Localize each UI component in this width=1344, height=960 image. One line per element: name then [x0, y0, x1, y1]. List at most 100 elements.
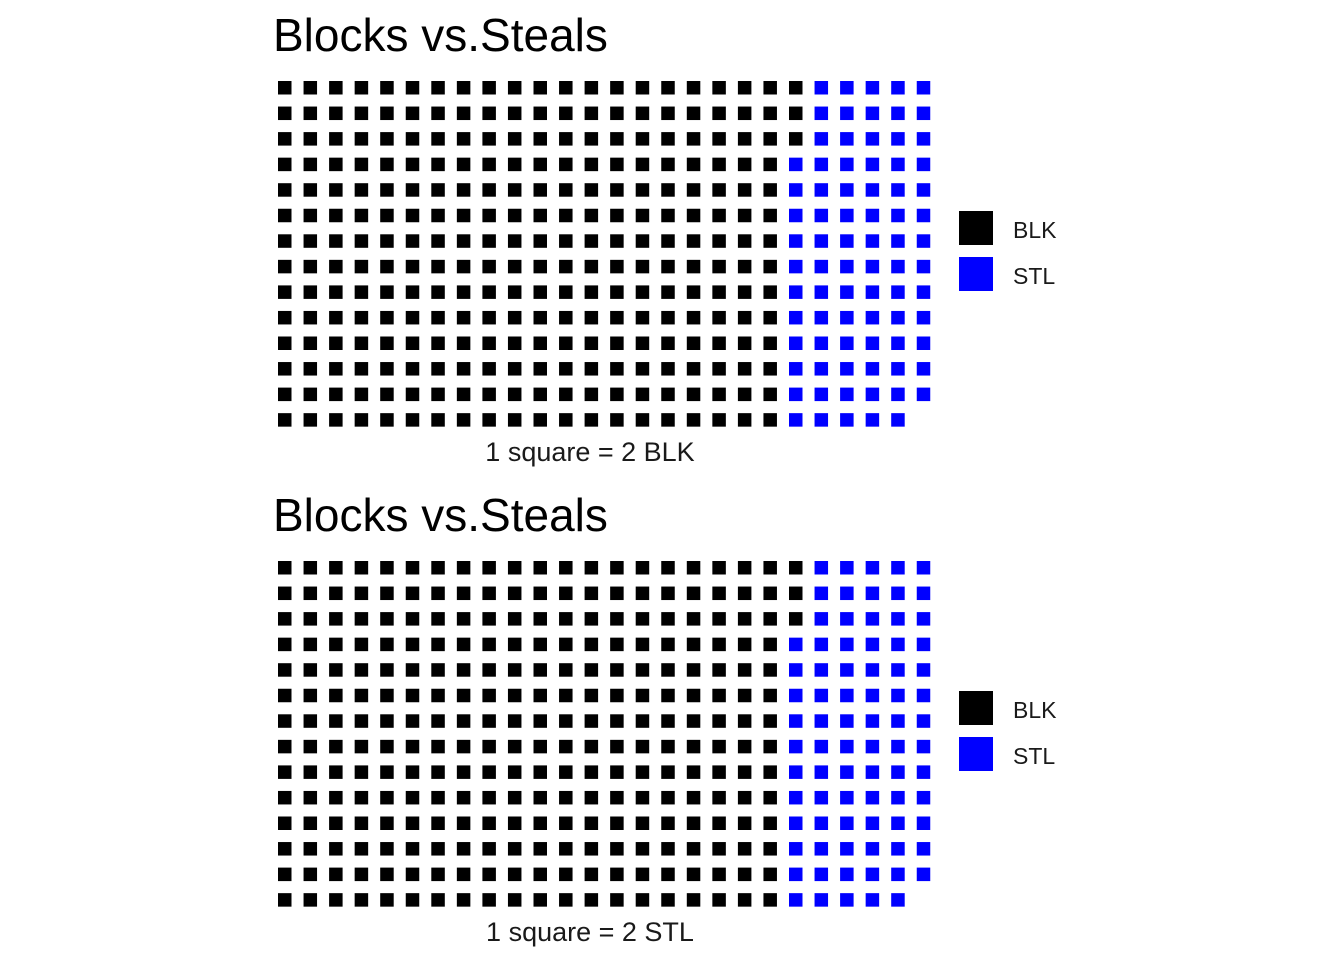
- waffle-square-blk: [431, 612, 445, 626]
- waffle-square-blk: [635, 663, 650, 677]
- waffle-square-blk: [661, 867, 675, 882]
- waffle-square-blk: [329, 612, 343, 626]
- waffle-square-blk: [686, 208, 701, 223]
- waffle-square-blk: [329, 586, 343, 601]
- waffle-square-blk: [456, 816, 471, 830]
- waffle-square-blk: [456, 413, 471, 427]
- waffle-square-stl: [840, 132, 854, 146]
- waffle-square-stl: [789, 387, 803, 402]
- waffle-square-blk: [303, 561, 318, 575]
- waffle-square-blk: [737, 285, 752, 299]
- waffle-square-stl: [789, 310, 803, 325]
- waffle-square-stl: [789, 714, 803, 728]
- waffle-square-blk: [661, 893, 675, 907]
- waffle-square-blk: [405, 663, 420, 677]
- waffle-square-blk: [482, 561, 496, 575]
- waffle-square-blk: [482, 688, 496, 703]
- waffle-square-blk: [686, 714, 701, 728]
- waffle-square-blk: [278, 612, 292, 626]
- waffle-square-stl: [916, 765, 931, 779]
- waffle-square-blk: [584, 867, 599, 882]
- waffle-square-blk: [635, 413, 650, 427]
- waffle-square-blk: [635, 157, 650, 172]
- waffle-square-blk: [584, 106, 599, 121]
- waffle-square-blk: [763, 310, 777, 325]
- waffle-square-blk: [380, 259, 394, 274]
- waffle-square-blk: [329, 234, 343, 248]
- waffle-square-stl: [865, 867, 880, 882]
- waffle-square-blk: [507, 362, 522, 376]
- waffle-square-blk: [610, 765, 624, 779]
- waffle-square-stl: [840, 637, 854, 652]
- waffle-square-blk: [431, 259, 445, 274]
- waffle-square-blk: [559, 387, 573, 402]
- waffle-square-blk: [610, 790, 624, 805]
- waffle-square-stl: [891, 81, 905, 95]
- waffle-square-blk: [456, 387, 471, 402]
- waffle-square-blk: [431, 106, 445, 121]
- waffle-square-stl: [865, 765, 880, 779]
- waffle-square-blk: [763, 561, 777, 575]
- waffle-square-blk: [329, 561, 343, 575]
- waffle-square-stl: [840, 867, 854, 882]
- waffle-square-stl: [865, 739, 880, 754]
- waffle-square-blk: [610, 183, 624, 197]
- waffle-square-blk: [278, 714, 292, 728]
- waffle-square-blk: [661, 612, 675, 626]
- waffle-square-blk: [507, 81, 522, 95]
- waffle-square-blk: [380, 663, 394, 677]
- waffle-square-blk: [584, 765, 599, 779]
- waffle-square-blk: [686, 285, 701, 299]
- waffle-square-blk: [329, 739, 343, 754]
- waffle-square-blk: [737, 790, 752, 805]
- waffle-square-stl: [916, 132, 931, 146]
- chart-title: Blocks vs.Steals: [273, 489, 608, 541]
- waffle-square-blk: [354, 663, 369, 677]
- waffle-square-blk: [456, 739, 471, 754]
- waffle-square-blk: [456, 362, 471, 376]
- legend: BLK STL: [959, 691, 1057, 771]
- waffle-square-stl: [789, 259, 803, 274]
- waffle-square-blk: [763, 234, 777, 248]
- waffle-square-blk: [533, 81, 547, 95]
- waffle-square-blk: [712, 842, 726, 856]
- waffle-square-stl: [814, 765, 829, 779]
- waffle-square-blk: [431, 688, 445, 703]
- waffle-square-blk: [763, 663, 777, 677]
- waffle-square-blk: [354, 637, 369, 652]
- waffle-square-stl: [814, 790, 829, 805]
- waffle-square-stl: [916, 157, 931, 172]
- waffle-square-blk: [507, 234, 522, 248]
- waffle-square-blk: [329, 336, 343, 350]
- waffle-square-blk: [303, 208, 318, 223]
- waffle-square-blk: [354, 106, 369, 121]
- waffle-square-stl: [789, 893, 803, 907]
- waffle-square-stl: [865, 586, 880, 601]
- waffle-square-stl: [865, 208, 880, 223]
- waffle-square-blk: [635, 183, 650, 197]
- waffle-square-blk: [533, 336, 547, 350]
- waffle-square-blk: [737, 106, 752, 121]
- waffle-square-blk: [686, 637, 701, 652]
- waffle-square-blk: [431, 893, 445, 907]
- waffle-square-blk: [303, 765, 318, 779]
- waffle-square-blk: [686, 561, 701, 575]
- waffle-square-blk: [686, 387, 701, 402]
- waffle-square-blk: [712, 310, 726, 325]
- waffle-square-blk: [737, 816, 752, 830]
- waffle-square-stl: [840, 765, 854, 779]
- waffle-square-blk: [712, 816, 726, 830]
- waffle-square-blk: [482, 259, 496, 274]
- waffle-square-blk: [610, 259, 624, 274]
- waffle-square-blk: [329, 842, 343, 856]
- waffle-square-blk: [533, 259, 547, 274]
- waffle-square-blk: [763, 208, 777, 223]
- waffle-square-blk: [712, 336, 726, 350]
- waffle-square-blk: [584, 208, 599, 223]
- waffle-square-blk: [661, 234, 675, 248]
- waffle-square-blk: [278, 561, 292, 575]
- waffle-square-blk: [456, 259, 471, 274]
- waffle-square-blk: [303, 183, 318, 197]
- waffle-square-stl: [814, 234, 829, 248]
- waffle-square-stl: [916, 612, 931, 626]
